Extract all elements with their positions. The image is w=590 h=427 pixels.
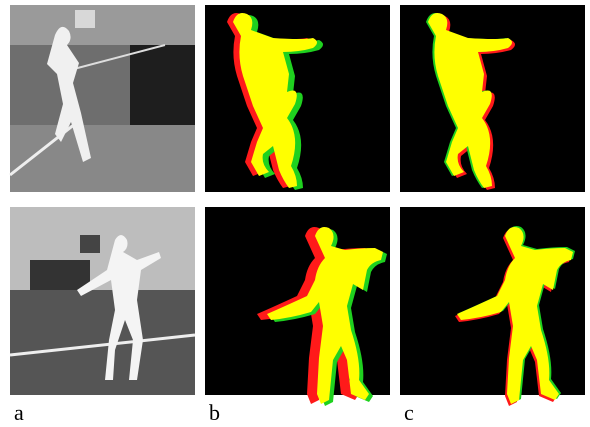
panel-label: b <box>209 400 220 426</box>
panel-label: a <box>14 400 24 426</box>
silhouette-overlay <box>400 5 585 192</box>
photo <box>10 207 195 395</box>
silhouette-overlay <box>400 207 585 406</box>
photo <box>10 5 195 192</box>
panel-label: c <box>404 400 414 426</box>
figure-images <box>0 0 590 427</box>
silhouette-overlay <box>205 5 390 192</box>
figure: a b c <box>0 0 590 427</box>
silhouette-overlay <box>205 207 390 406</box>
